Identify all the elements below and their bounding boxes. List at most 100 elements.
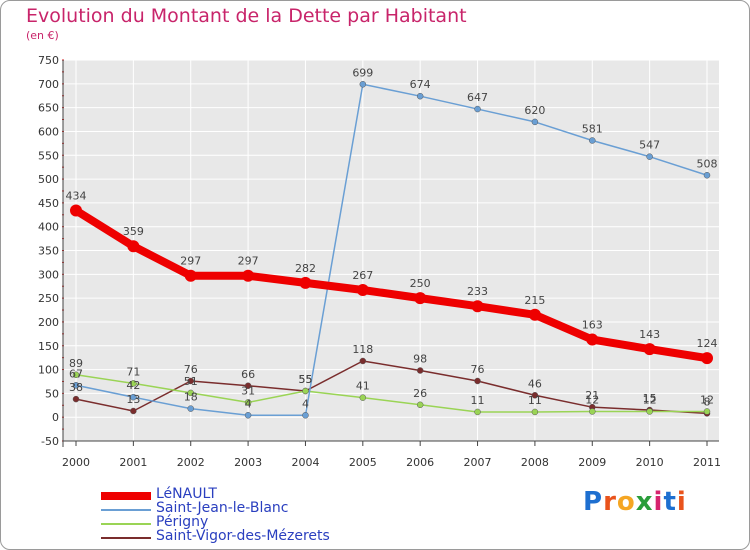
- data-label: 282: [295, 262, 316, 275]
- data-point: [474, 377, 481, 385]
- series-line-2: [75, 374, 708, 413]
- data-label: 8: [704, 395, 711, 408]
- data-point: [703, 408, 711, 415]
- data-label: 11: [528, 394, 542, 407]
- data-point: [72, 382, 80, 389]
- y-tick-label: 200: [38, 316, 59, 329]
- data-point: [70, 204, 82, 217]
- data-label: 647: [467, 91, 488, 104]
- data-label: 163: [582, 319, 603, 332]
- y-tick-label: 400: [38, 221, 59, 234]
- y-tick-label: 750: [38, 54, 59, 67]
- data-label: 250: [410, 277, 431, 290]
- x-tick-label: 2010: [636, 456, 664, 469]
- data-point: [302, 412, 309, 419]
- y-tick-label: 450: [38, 197, 59, 210]
- legend-swatch: [101, 509, 151, 511]
- data-point: [531, 392, 539, 399]
- x-tick-label: 2000: [62, 456, 90, 469]
- data-point: [471, 300, 484, 313]
- data-label: 267: [352, 269, 373, 282]
- series-line-1: [75, 83, 708, 417]
- legend-swatch: [101, 492, 151, 500]
- x-tick-label: 2009: [578, 456, 606, 469]
- chart-title: Evolution du Montant de la Dette par Hab…: [26, 5, 467, 27]
- data-label: 13: [126, 393, 140, 406]
- data-point: [130, 380, 137, 387]
- data-point: [299, 276, 312, 289]
- x-tick-label: 2011: [693, 456, 721, 469]
- data-label: 15: [643, 392, 657, 405]
- data-point: [416, 92, 424, 100]
- data-label: 359: [123, 225, 144, 238]
- data-point: [359, 394, 367, 401]
- data-label: 12: [643, 393, 657, 406]
- data-point: [359, 357, 367, 365]
- legend-swatch: [101, 523, 151, 525]
- data-label: 508: [697, 157, 718, 170]
- data-point: [130, 393, 137, 401]
- data-label: 12: [585, 393, 599, 406]
- data-point: [703, 172, 711, 179]
- y-tick-label: 250: [38, 292, 59, 305]
- y-tick-label: 600: [38, 125, 59, 138]
- data-point: [474, 105, 481, 113]
- data-point: [244, 412, 252, 419]
- data-point: [414, 292, 427, 305]
- data-label: 18: [184, 391, 198, 404]
- data-point: [589, 408, 596, 415]
- data-label: 620: [524, 104, 545, 117]
- data-point: [359, 81, 367, 88]
- data-label: 118: [352, 343, 373, 356]
- data-point: [531, 408, 539, 416]
- data-label: 89: [69, 357, 83, 370]
- data-point: [701, 352, 713, 365]
- data-label: 215: [524, 294, 545, 307]
- data-label: 21: [585, 389, 599, 402]
- data-point: [416, 367, 424, 374]
- data-label: 4: [245, 397, 252, 410]
- data-point: [531, 118, 539, 126]
- data-label: 124: [697, 337, 718, 350]
- data-point: [589, 137, 596, 144]
- data-label: 674: [410, 78, 431, 91]
- x-tick-label: 2001: [119, 456, 147, 469]
- data-point: [187, 377, 194, 385]
- x-tick-label: 2002: [177, 456, 205, 469]
- data-label: 434: [66, 189, 87, 202]
- data-label: 76: [471, 363, 485, 376]
- data-label: 4: [302, 397, 309, 410]
- x-tick-label: 2005: [349, 456, 377, 469]
- x-tick-label: 2004: [291, 456, 319, 469]
- y-tick-label: 650: [38, 102, 59, 115]
- data-point: [302, 387, 309, 395]
- data-point: [244, 399, 252, 406]
- data-label: 547: [639, 139, 660, 152]
- data-label: 66: [241, 368, 255, 381]
- y-tick-label: 500: [38, 173, 59, 186]
- legend-label: Périgny: [156, 514, 209, 530]
- data-label: 26: [413, 387, 427, 400]
- data-label: 297: [180, 255, 201, 268]
- legend-label: LéNAULT: [156, 486, 217, 502]
- data-label: 699: [352, 66, 373, 79]
- data-label: 41: [356, 380, 370, 393]
- data-point: [127, 240, 140, 253]
- data-point: [244, 382, 252, 390]
- chart-unit: (en €): [26, 29, 59, 42]
- data-point: [646, 153, 653, 160]
- data-label: 71: [126, 365, 140, 378]
- data-point: [72, 395, 80, 403]
- data-label: 46: [528, 377, 542, 390]
- data-label: 42: [126, 379, 140, 392]
- x-tick-label: 2007: [464, 456, 492, 469]
- data-point: [474, 408, 481, 416]
- data-point: [356, 284, 369, 297]
- y-tick-label: 0: [52, 411, 59, 424]
- data-label: 38: [69, 381, 83, 394]
- x-tick-label: 2006: [406, 456, 434, 469]
- y-tick-label: -50: [41, 435, 59, 448]
- data-point: [586, 333, 599, 346]
- y-tick-label: 150: [38, 340, 59, 353]
